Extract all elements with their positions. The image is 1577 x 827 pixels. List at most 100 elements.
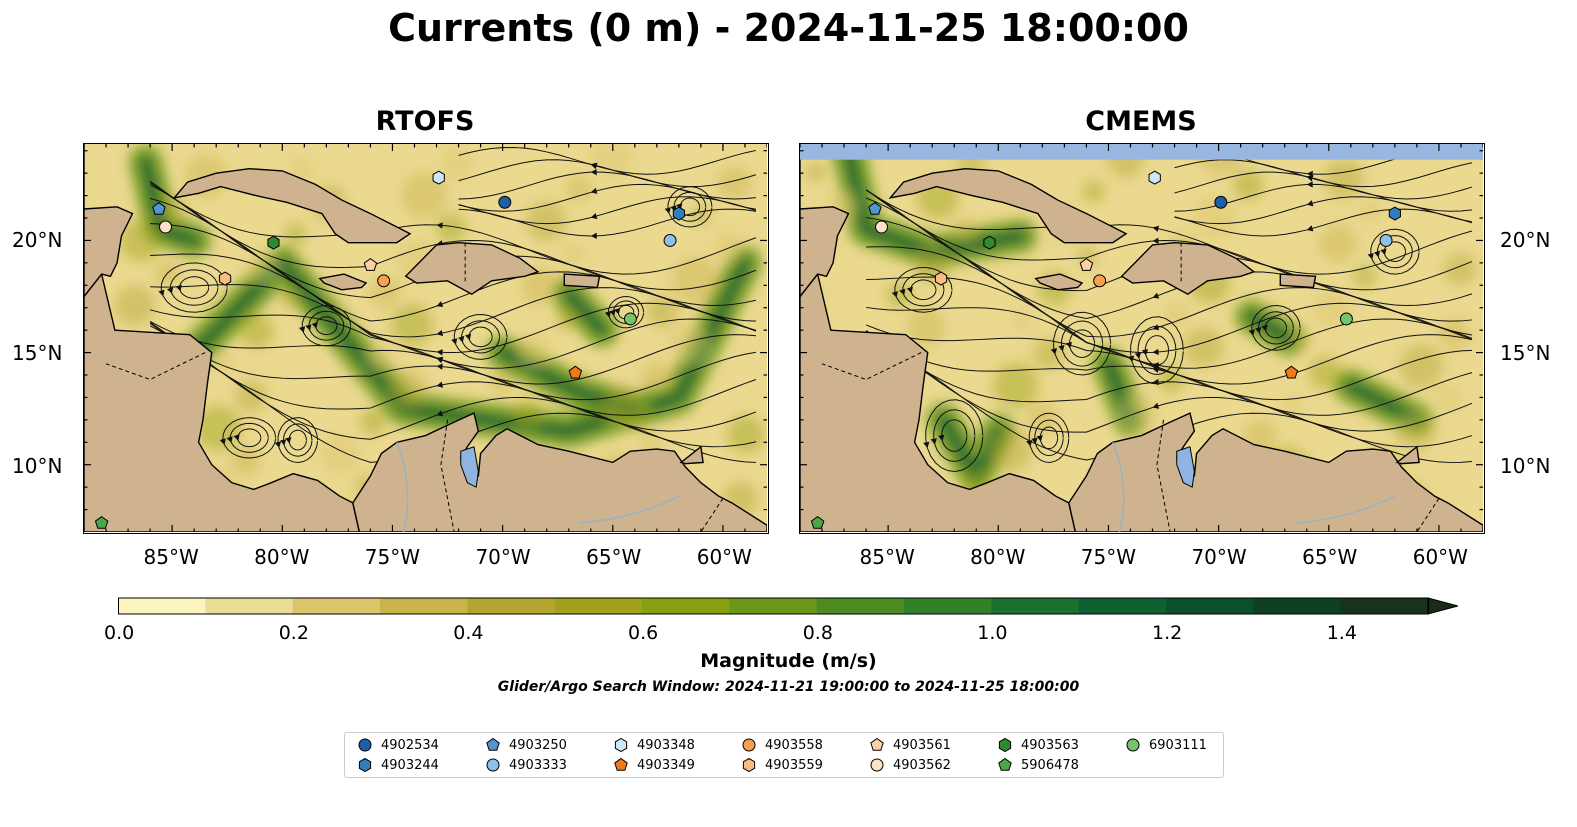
lon-tick-label: 70°W: [1191, 545, 1247, 569]
rtofs-map[interactable]: [83, 143, 769, 534]
colorbar-label: Magnitude (m/s): [700, 650, 877, 672]
float-marker-4903563[interactable]: [983, 235, 996, 250]
legend-label: 4903563: [1021, 737, 1079, 753]
colorbar-tick-label: 0.4: [453, 622, 484, 644]
lat-tick-label-left: 20°N: [12, 228, 63, 253]
float-marker-4903563[interactable]: [267, 235, 280, 250]
legend-label: 4903333: [509, 757, 567, 773]
lon-tick-label: 85°W: [143, 545, 199, 569]
legend-label: 4903562: [893, 757, 951, 773]
float-marker-4903244[interactable]: [1388, 206, 1401, 221]
search-window-text: Glider/Argo Search Window: 2024-11-21 19…: [497, 679, 1080, 695]
lon-tick-label: 75°W: [1080, 545, 1137, 569]
float-marker-4903348[interactable]: [1148, 170, 1161, 185]
float-marker-6903111[interactable]: [1339, 312, 1353, 326]
float-marker-6903111[interactable]: [623, 312, 637, 326]
pentagon-marker-icon: [486, 737, 500, 751]
legend-label: 4903559: [765, 757, 823, 773]
colorbar-tick-label: 0.0: [104, 622, 135, 644]
legend-label: 4903348: [637, 737, 695, 753]
legend-item-4903250: 4903250: [485, 737, 567, 753]
colorbar-tick-label: 0.8: [802, 622, 833, 644]
float-marker-5906478[interactable]: [810, 516, 825, 529]
legend-label: 4902534: [381, 737, 439, 753]
float-marker-4903562[interactable]: [875, 220, 888, 234]
lon-tick-label: 85°W: [859, 545, 915, 569]
float-marker-4903559[interactable]: [934, 271, 948, 286]
circle-marker-icon: [358, 738, 372, 752]
float-marker-4903333[interactable]: [1379, 233, 1393, 247]
pentagon-marker-icon: [870, 737, 884, 751]
legend-label: 4903244: [381, 757, 439, 773]
circle-marker-icon: [486, 758, 500, 772]
legend-item-4903349: 4903349: [613, 757, 695, 773]
float-marker-4903349[interactable]: [568, 365, 583, 379]
float-marker-4903561[interactable]: [1079, 258, 1094, 271]
lat-tick-label-right: 20°N: [1500, 228, 1551, 253]
float-marker-4902534[interactable]: [1214, 195, 1228, 209]
float-marker-4903562[interactable]: [159, 220, 172, 234]
legend-item-4903561: 4903561: [869, 737, 951, 753]
float-marker-4903250[interactable]: [152, 201, 166, 215]
float-marker-5906478[interactable]: [94, 516, 109, 529]
legend-item-6903111: 6903111: [1125, 737, 1207, 753]
colorbar-tick-label: 1.0: [977, 622, 1008, 644]
lat-tick-label-right: 10°N: [1500, 454, 1551, 479]
circle-marker-icon: [870, 758, 884, 772]
lat-tick-label-left: 15°N: [12, 341, 63, 366]
lon-tick-label: 65°W: [1302, 545, 1358, 569]
float-marker-4902534[interactable]: [498, 195, 512, 209]
float-marker-4903333[interactable]: [663, 233, 677, 247]
hexagon-marker-icon: [614, 737, 628, 753]
colorbar-tick-label: 1.4: [1326, 622, 1357, 644]
cmems-map[interactable]: [799, 143, 1485, 534]
float-marker-4903349[interactable]: [1284, 365, 1299, 379]
legend-item-4903559: 4903559: [741, 757, 823, 773]
float-marker-4903244[interactable]: [672, 206, 685, 221]
hexagon-marker-icon: [998, 737, 1012, 753]
colorbar-tick-label: 0.6: [628, 622, 659, 644]
float-marker-4903250[interactable]: [868, 201, 882, 215]
colorbar: [118, 597, 1458, 615]
float-marker-4903559[interactable]: [218, 271, 232, 286]
lon-tick-label: 60°W: [1412, 545, 1468, 569]
panel-title-rtofs: RTOFS: [375, 106, 475, 137]
legend-label: 5906478: [1021, 757, 1079, 773]
legend-label: 4903349: [637, 757, 695, 773]
hexagon-marker-icon: [358, 757, 372, 773]
panel-title-cmems: CMEMS: [1085, 106, 1197, 137]
lon-tick-label: 70°W: [475, 545, 531, 569]
float-legend: 4902534 4903244 4903250 4903333 4903348 49033…: [344, 732, 1224, 778]
legend-item-5906478: 5906478: [997, 757, 1079, 773]
legend-item-4903333: 4903333: [485, 757, 567, 773]
lat-tick-label-left: 10°N: [12, 454, 63, 479]
legend-item-4903558: 4903558: [741, 737, 823, 753]
legend-label: 6903111: [1149, 737, 1207, 753]
lon-tick-label: 65°W: [586, 545, 642, 569]
colorbar-tick-label: 1.2: [1152, 622, 1183, 644]
float-marker-4903558[interactable]: [377, 274, 391, 288]
colorbar-tick-label: 0.2: [278, 622, 309, 644]
legend-label: 4903250: [509, 737, 567, 753]
float-marker-4903558[interactable]: [1093, 274, 1107, 288]
figure-title: Currents (0 m) - 2024-11-25 18:00:00: [388, 6, 1189, 50]
legend-label: 4903561: [893, 737, 951, 753]
circle-marker-icon: [1126, 738, 1140, 752]
pentagon-marker-icon: [614, 757, 628, 771]
legend-label: 4903558: [765, 737, 823, 753]
lon-tick-label: 75°W: [364, 545, 421, 569]
lon-tick-label: 80°W: [254, 545, 310, 569]
float-marker-4903348[interactable]: [432, 170, 445, 185]
hexagon-marker-icon: [742, 757, 756, 773]
legend-item-4903562: 4903562: [869, 757, 951, 773]
lon-tick-label: 80°W: [970, 545, 1026, 569]
pentagon-marker-icon: [998, 757, 1012, 771]
legend-item-4903563: 4903563: [997, 737, 1079, 753]
circle-marker-icon: [742, 738, 756, 752]
lon-tick-label: 60°W: [696, 545, 752, 569]
legend-item-4903348: 4903348: [613, 737, 695, 753]
float-marker-4903561[interactable]: [363, 258, 378, 271]
legend-item-4902534: 4902534: [357, 737, 439, 753]
legend-item-4903244: 4903244: [357, 757, 439, 773]
lat-tick-label-right: 15°N: [1500, 341, 1551, 366]
